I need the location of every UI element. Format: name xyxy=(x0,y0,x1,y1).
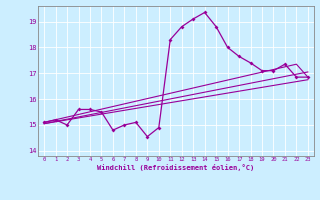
X-axis label: Windchill (Refroidissement éolien,°C): Windchill (Refroidissement éolien,°C) xyxy=(97,164,255,171)
